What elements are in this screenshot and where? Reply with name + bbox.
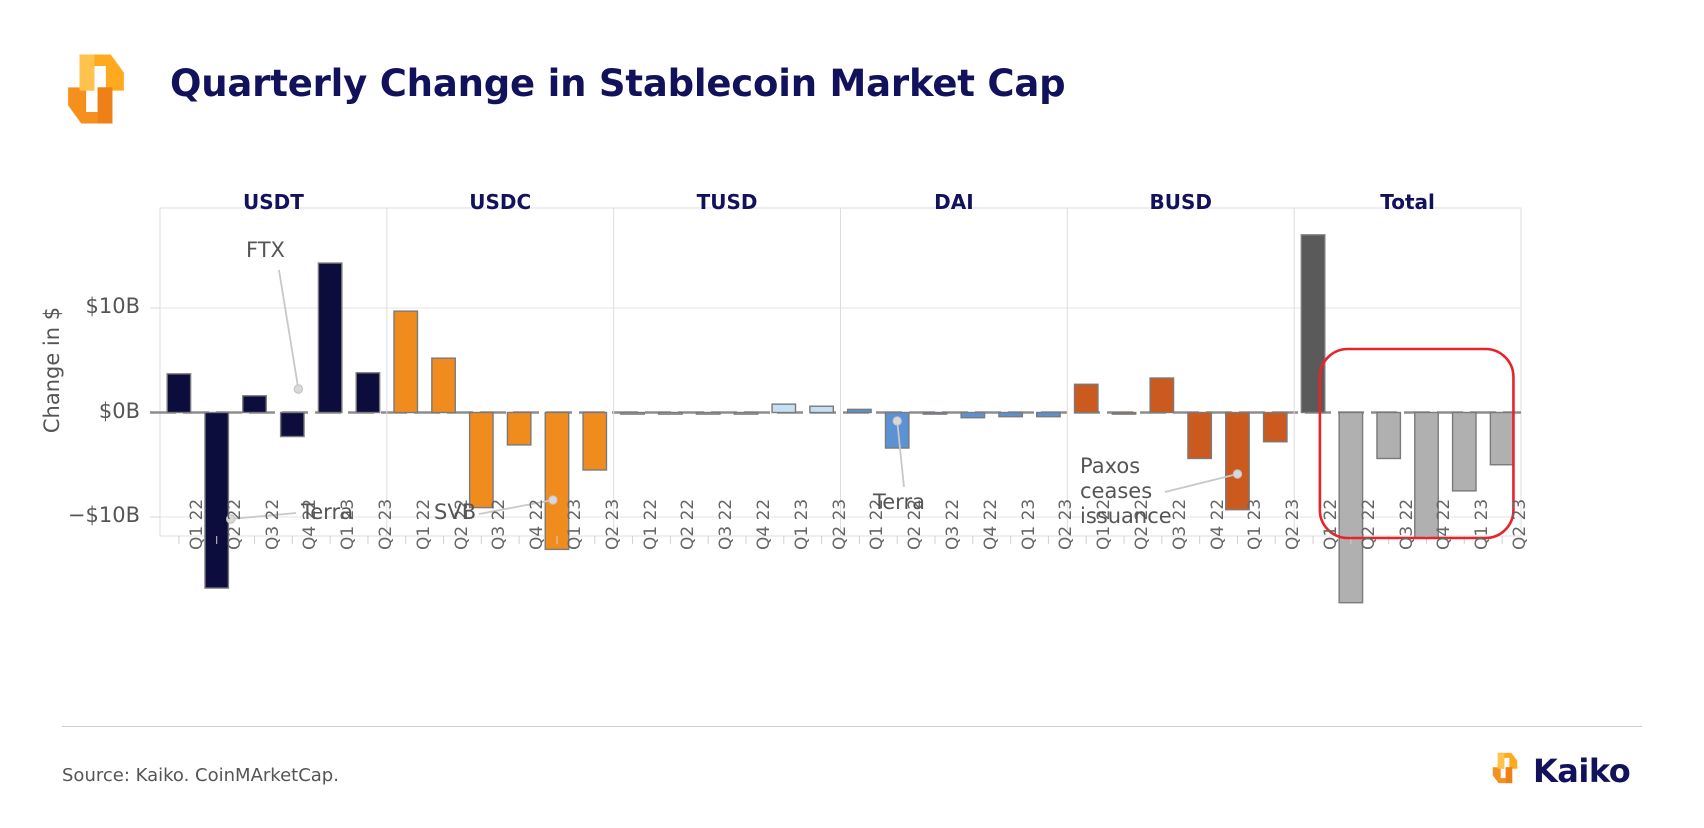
bar-tusd-q122 <box>620 411 645 415</box>
x-axis-tick-label: Q4 22 <box>753 498 774 550</box>
bar-total-q122 <box>1300 234 1326 414</box>
bar-busd-q223 <box>1262 411 1288 443</box>
bar-tusd-q222 <box>657 411 683 415</box>
x-axis-tick-label: Q2 23 <box>1510 498 1531 550</box>
annotation-leader-line <box>896 420 905 488</box>
x-axis-tick-label: Q3 22 <box>1396 498 1417 550</box>
x-axis-tick-label: Q3 22 <box>716 498 737 550</box>
y-axis-tick-label: −$10B <box>67 503 140 527</box>
x-axis-tick-label: Q3 22 <box>262 498 283 550</box>
facet-title-usdc: USDC <box>469 190 532 214</box>
bar-usdc-q122 <box>393 310 419 414</box>
x-axis-tick-label: Q1 23 <box>1018 498 1039 550</box>
facet-title-usdt: USDT <box>242 190 304 214</box>
x-axis-tick-label: Q2 22 <box>224 498 245 550</box>
bar-dai-q222 <box>884 411 910 449</box>
bar-dai-q122 <box>846 408 872 414</box>
bar-usdc-q222 <box>431 357 456 414</box>
y-axis-tick-label: $10B <box>85 294 141 318</box>
annotation-svb: SVB <box>434 500 477 524</box>
x-axis-tick-label: Q4 22 <box>527 498 548 550</box>
bar-usdc-q123 <box>544 411 570 551</box>
kaiko-hexagon-icon <box>55 48 137 130</box>
annotation-dot <box>1232 469 1243 479</box>
page-header: Quarterly Change in Stablecoin Market Ca… <box>0 0 1704 150</box>
footer-wordmark: Kaiko <box>1533 752 1631 790</box>
annotation-terra: Terra <box>301 500 353 524</box>
bar-tusd-q422 <box>733 411 759 415</box>
bar-busd-q422 <box>1187 411 1213 460</box>
facet-title-busd: BUSD <box>1149 190 1212 214</box>
kaiko-hexagon-icon <box>1487 750 1523 786</box>
x-axis-tick-label: Q2 23 <box>1056 498 1077 550</box>
x-axis-tick-label: Q2 23 <box>375 498 396 550</box>
x-axis-tick-label: Q3 22 <box>1169 498 1190 550</box>
footer-divider <box>62 726 1642 727</box>
x-axis-tick-label: Q2 23 <box>1283 498 1304 550</box>
x-axis-tick-label: Q1 23 <box>791 498 812 550</box>
annotation-leader-line <box>478 499 554 515</box>
facet-title-tusd: TUSD <box>696 190 758 214</box>
bar-busd-q123 <box>1225 411 1250 511</box>
x-axis-tick-label: Q1 23 <box>564 498 585 550</box>
bar-dai-q322 <box>922 411 948 415</box>
x-axis-tick-label: Q1 22 <box>186 498 207 550</box>
annotation-terra: Terra <box>873 490 925 514</box>
x-axis-tick-label: Q2 23 <box>829 498 850 550</box>
x-axis-tick-label: Q4 22 <box>1207 498 1228 550</box>
bar-usdt-q123 <box>317 262 343 414</box>
x-axis-tick-label: Q1 23 <box>1245 498 1266 550</box>
y-axis-title: Change in $ <box>40 306 64 434</box>
bar-dai-q422 <box>960 411 986 419</box>
x-axis-tick-label: Q1 23 <box>1472 498 1493 550</box>
bar-usdt-q122 <box>166 373 192 414</box>
x-axis-tick-label: Q1 22 <box>1321 498 1342 550</box>
facet-title-dai: DAI <box>934 190 974 214</box>
bar-usdt-q223 <box>355 372 381 414</box>
bar-usdc-q322 <box>468 411 494 509</box>
bar-dai-q223 <box>1036 411 1061 418</box>
bar-total-q322 <box>1376 411 1402 460</box>
x-axis-tick-label: Q2 22 <box>1358 498 1379 550</box>
x-axis-tick-label: Q2 23 <box>602 498 623 550</box>
facet-title-total: Total <box>1380 190 1435 214</box>
annotation-dot <box>293 384 304 394</box>
bar-usdt-q422 <box>279 411 305 438</box>
y-axis-tick-label: $0B <box>98 398 140 423</box>
highlight-rounded-rectangle <box>1318 347 1515 540</box>
annotation-dot <box>892 416 902 426</box>
page-title: Quarterly Change in Stablecoin Market Ca… <box>170 62 1066 105</box>
annotation-dot <box>548 495 558 505</box>
bar-busd-q222 <box>1111 411 1137 415</box>
annotation-paxos: Paxos ceases issuance <box>1080 454 1172 528</box>
bar-total-q223 <box>1489 411 1515 466</box>
bar-tusd-q223 <box>809 405 835 414</box>
x-axis-tick-label: Q1 22 <box>640 498 661 550</box>
x-axis-tick-label: Q1 22 <box>413 498 434 550</box>
annotation-ftx: FTX <box>246 238 285 262</box>
bar-busd-q122 <box>1073 383 1099 414</box>
bar-busd-q322 <box>1149 377 1175 414</box>
annotation-dot <box>226 514 236 524</box>
bar-usdt-q222 <box>204 411 230 589</box>
annotation-leader-line <box>278 269 300 390</box>
x-axis-tick-label: Q3 22 <box>489 498 510 550</box>
x-axis-tick-label: Q2 22 <box>678 498 699 550</box>
bar-usdt-q322 <box>242 395 267 414</box>
bar-total-q123 <box>1451 411 1477 492</box>
bar-usdc-q422 <box>506 411 532 446</box>
x-axis-tick-label: Q3 22 <box>943 498 963 550</box>
bar-tusd-q123 <box>771 403 797 414</box>
bar-usdc-q223 <box>582 411 608 471</box>
x-axis-tick-label: Q4 22 <box>1434 498 1455 550</box>
x-axis-tick-label: Q4 22 <box>980 498 1001 550</box>
annotation-leader-line <box>230 512 297 520</box>
bar-total-q222 <box>1338 411 1364 604</box>
bar-dai-q123 <box>998 411 1024 418</box>
bar-tusd-q322 <box>695 411 721 415</box>
source-note: Source: Kaiko. CoinMArketCap. <box>62 765 339 786</box>
annotation-leader-line <box>1164 473 1238 493</box>
